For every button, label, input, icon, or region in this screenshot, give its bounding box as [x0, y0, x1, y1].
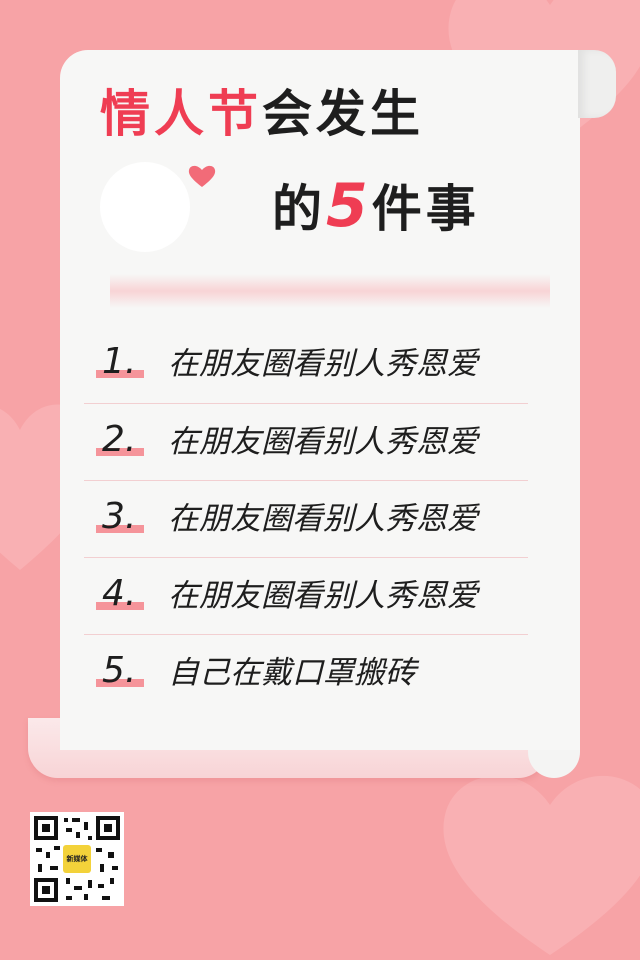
title-prefix: 的	[272, 180, 326, 238]
list-item: 2. 在朋友圈看别人秀恩爱	[84, 404, 528, 480]
divider	[84, 403, 528, 404]
list-item: 1. 在朋友圈看别人秀恩爱	[84, 326, 528, 402]
item-text: 在朋友圈看别人秀恩爱	[168, 501, 478, 537]
number-underline	[96, 448, 144, 456]
item-number: 3.	[102, 496, 137, 537]
divider	[84, 557, 528, 558]
number-underline	[96, 679, 144, 687]
item-text: 在朋友圈看别人秀恩爱	[168, 578, 478, 614]
number-underline	[96, 525, 144, 533]
number-underline	[96, 370, 144, 378]
divider	[84, 634, 528, 635]
divider	[84, 480, 528, 481]
qr-badge-text: 新媒体	[66, 855, 88, 863]
item-number: 5.	[102, 650, 137, 691]
scroll-top-curl	[578, 50, 616, 118]
number-underline	[96, 602, 144, 610]
title-line-2: 的5件事	[272, 176, 480, 239]
decorative-circle	[100, 162, 190, 252]
title-number: 5	[326, 171, 372, 241]
title-line-1: 情人节会发生	[100, 84, 424, 144]
item-text: 在朋友圈看别人秀恩爱	[168, 424, 478, 460]
title-suffix: 件事	[371, 180, 480, 238]
qr-code-icon: 新媒体	[30, 812, 124, 906]
item-text: 自己在戴口罩搬砖	[168, 655, 416, 691]
heart-icon	[188, 165, 216, 187]
decorative-band	[110, 274, 550, 308]
title-highlight: 情人节	[100, 85, 262, 143]
item-number: 4.	[102, 573, 137, 614]
item-text: 在朋友圈看别人秀恩爱	[168, 346, 478, 382]
list-item: 4. 在朋友圈看别人秀恩爱	[84, 558, 528, 634]
item-number: 1.	[102, 341, 137, 382]
title-rest: 会发生	[262, 85, 424, 143]
item-number: 2.	[102, 419, 137, 460]
list-item: 5. 自己在戴口罩搬砖	[84, 635, 528, 711]
background-heart-bottom-right	[443, 775, 640, 955]
qr-code-graphic	[34, 816, 120, 902]
list-item: 3. 在朋友圈看别人秀恩爱	[84, 481, 528, 557]
